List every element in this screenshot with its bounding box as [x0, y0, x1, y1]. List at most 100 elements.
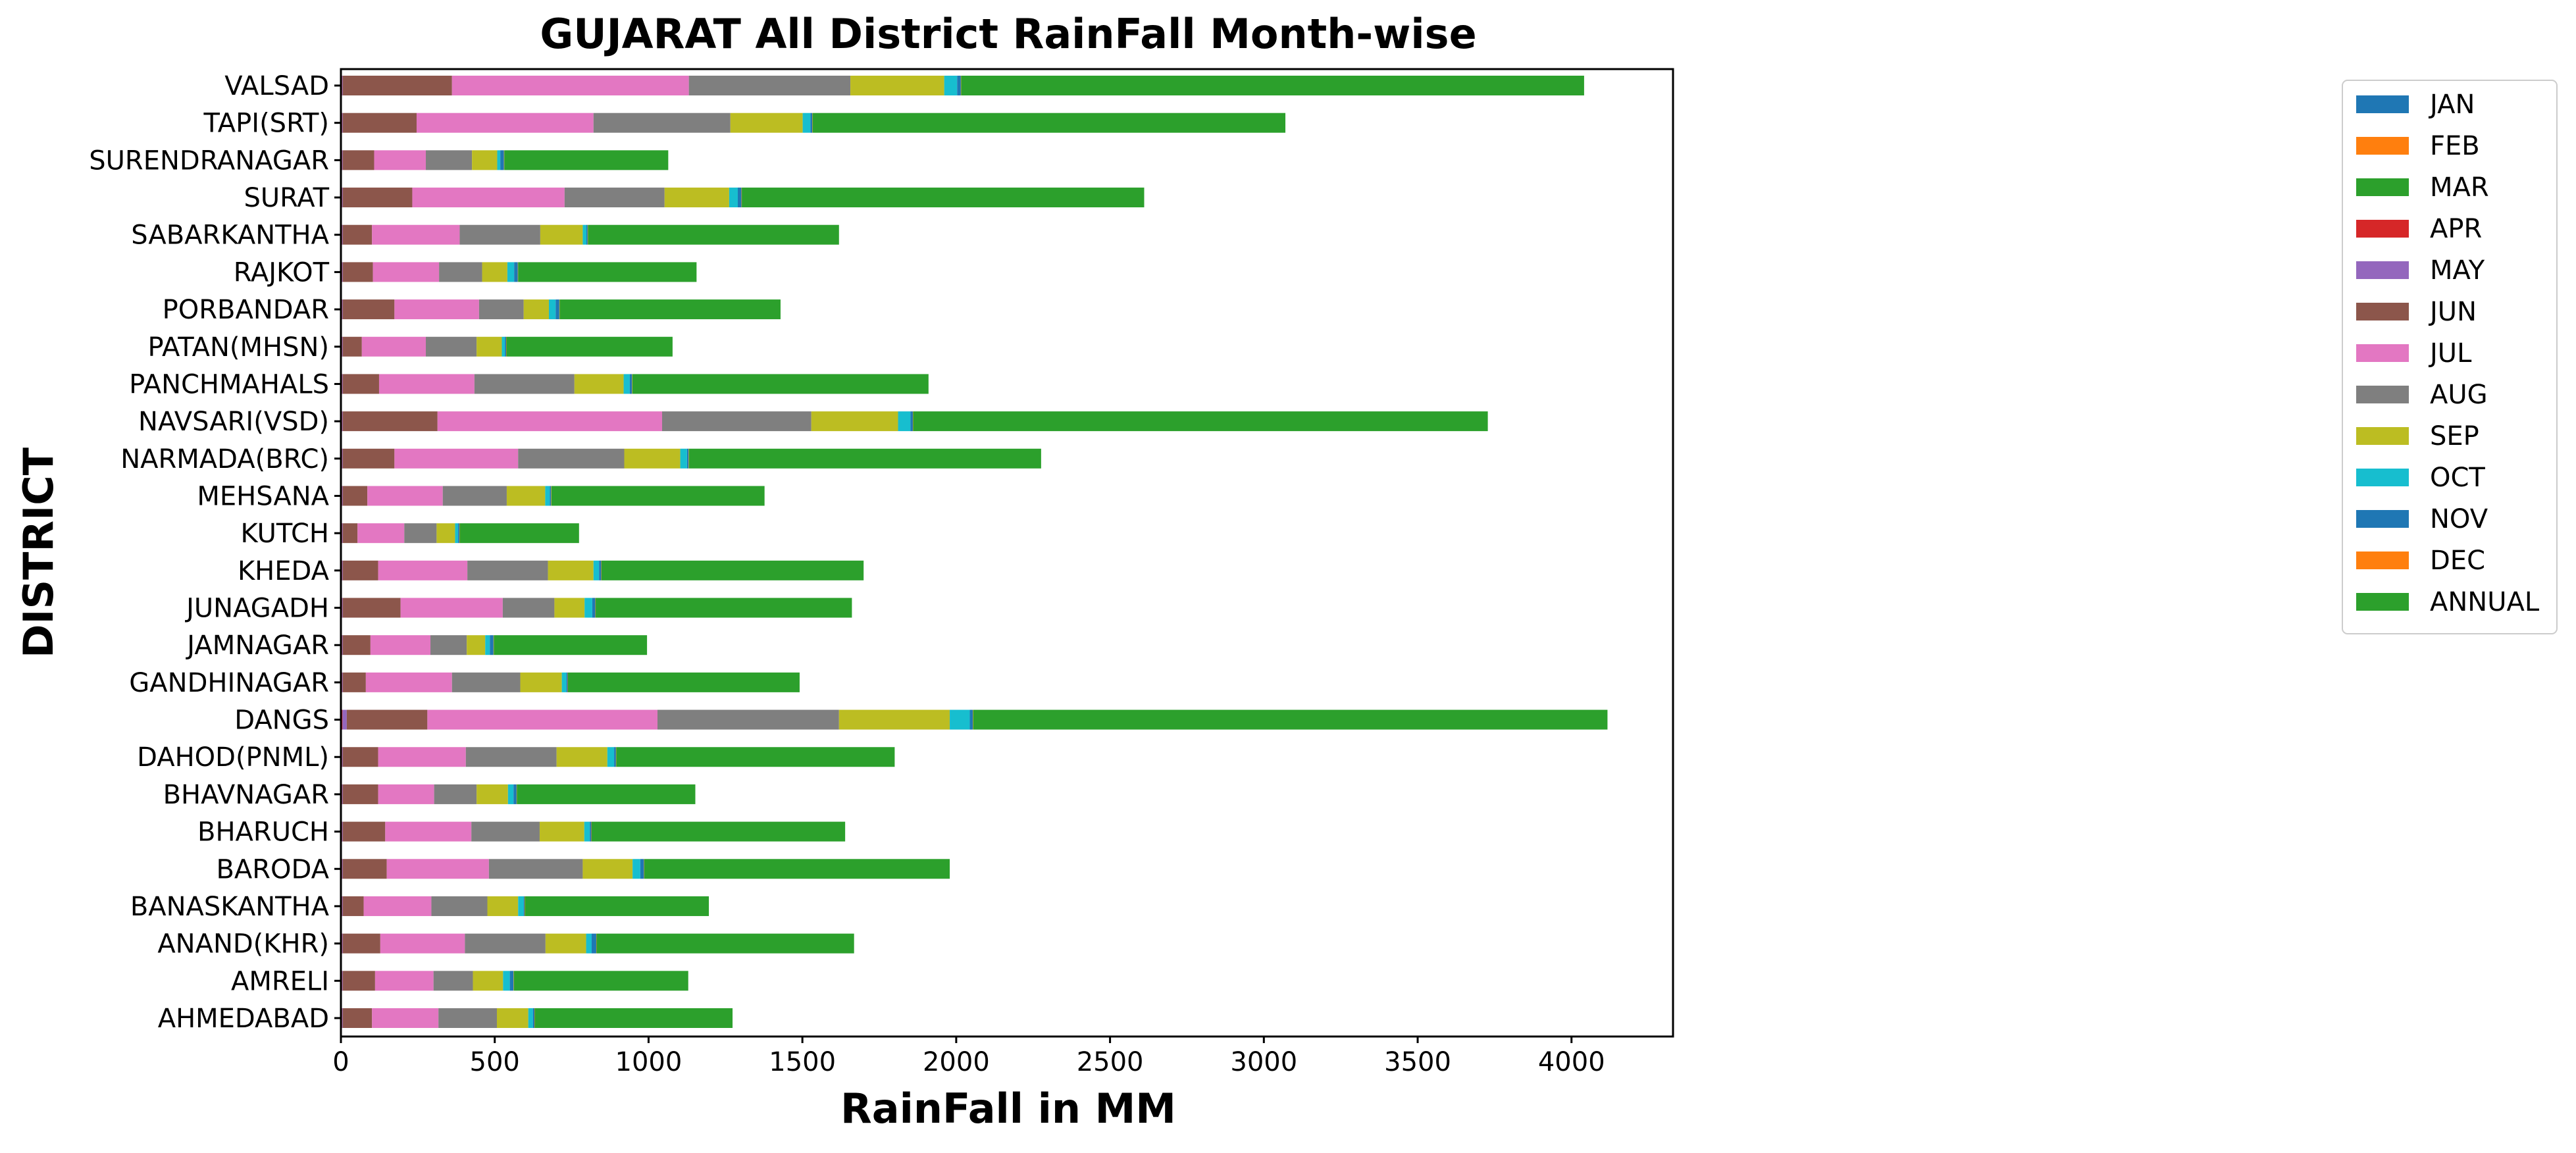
bar-segment-aug-surat	[564, 188, 665, 208]
bar-segment-oct-narmada-brc-	[680, 448, 687, 469]
bar-segment-annual-patan-mhsn-	[506, 336, 673, 357]
legend: JAN FEB MAR APR MAY JUN JUL AUG SEP OCT NOV DEC ANNU…	[2342, 80, 2558, 634]
bar-segment-sep-banaskantha	[487, 896, 519, 916]
bar-segment-annual-banaskantha	[525, 896, 709, 916]
bar-segment-annual-gandhinagar	[567, 672, 800, 692]
bar-segment-may-rajkot	[342, 262, 343, 282]
bar-segment-aug-jamnagar	[430, 635, 467, 655]
bar-segment-jul-kutch	[357, 523, 405, 544]
bar-segment-nov-porbandar	[555, 299, 559, 320]
bar-segment-may-sabarkantha	[342, 224, 343, 245]
legend-label-dec: DEC	[2430, 546, 2485, 576]
bar-segment-jul-panchmahals	[378, 374, 475, 394]
bar-segment-oct-gandhinagar	[561, 672, 567, 692]
bar-segment-aug-kheda	[467, 560, 548, 580]
bar-segment-nov-amreli	[509, 971, 514, 991]
bar-segment-jul-ahmedabad	[372, 1008, 439, 1028]
y-tick-label: RAJKOT	[234, 257, 330, 288]
bar-segment-jun-anand-khr-	[342, 933, 380, 954]
bar-segment-jul-dahod-pnml-	[378, 747, 466, 767]
y-tick-label: GANDHINAGAR	[129, 668, 329, 698]
chart-title: GUJARAT All District RainFall Month-wise	[540, 10, 1476, 58]
y-ticks: AHMEDABAD AMRELI ANAND(KHR) BANASKANTHA BARO…	[89, 71, 341, 1034]
bar-segment-may-surendranagar	[342, 150, 343, 170]
bar-segment-jun-kutch	[342, 523, 358, 544]
bar-segment-jun-surat	[342, 188, 413, 208]
bar-segment-annual-porbandar	[559, 299, 781, 320]
bar-segment-jun-sabarkantha	[342, 224, 373, 245]
bar-segment-may-patan-mhsn-	[342, 336, 343, 357]
bar-segment-jun-ahmedabad	[342, 1008, 373, 1028]
bar-segment-jul-baroda	[386, 859, 489, 879]
bar-segment-oct-sabarkantha	[582, 224, 587, 245]
bar-segment-annual-tapi-srt-	[812, 113, 1286, 133]
bar-segment-oct-ahmedabad	[528, 1008, 533, 1028]
bar-segment-sep-ahmedabad	[496, 1008, 528, 1028]
bar-segment-oct-bhavnagar	[507, 784, 514, 804]
plot-frame	[340, 68, 1674, 1038]
bar-segment-aug-sabarkantha	[459, 224, 540, 245]
bar-segment-jul-anand-khr-	[380, 933, 465, 954]
bar-segment-oct-kheda	[593, 560, 600, 580]
bar-segment-may-porbandar	[342, 299, 343, 320]
bar-segment-may-bharuch	[342, 821, 343, 842]
bar-segment-jun-dangs	[346, 709, 428, 730]
bar-segment-sep-surendranagar	[472, 150, 498, 170]
bar-segment-nov-jamnagar	[490, 635, 494, 655]
bar-segment-jun-dahod-pnml-	[342, 747, 378, 767]
bar-segment-jul-junagadh	[400, 598, 503, 618]
y-tick-label: SURAT	[244, 183, 329, 213]
y-tick-label: PANCHMAHALS	[129, 369, 329, 399]
bar-segment-sep-gandhinagar	[520, 672, 562, 692]
bar-segment-jul-porbandar	[394, 299, 479, 320]
bar-segment-nov-rajkot	[514, 262, 518, 282]
bar-segment-sep-navsari-vsd-	[811, 411, 898, 432]
y-tick-label: ANAND(KHR)	[157, 929, 329, 960]
bar-segment-oct-dangs	[950, 709, 970, 730]
bar-segment-nov-junagadh	[592, 598, 596, 618]
bar-segment-annual-kheda	[601, 560, 864, 580]
bar-segment-may-banaskantha	[342, 896, 343, 916]
y-tick-label: PATAN(MHSN)	[147, 332, 329, 363]
bar-segment-oct-amreli	[503, 971, 510, 991]
bar-segment-oct-panchmahals	[623, 374, 630, 394]
bar-segment-oct-anand-khr-	[586, 933, 592, 954]
x-ticks: 0 500 1000 1500 2000 2500 3000 3500 4000	[332, 1037, 1605, 1077]
bar-segment-may-navsari-vsd-	[342, 411, 343, 432]
y-tick-label: BHARUCH	[197, 817, 329, 848]
x-axis-title: RainFall in MM	[840, 1085, 1176, 1133]
bar-segment-oct-rajkot	[507, 262, 515, 282]
bar-segment-aug-tapi-srt-	[593, 113, 731, 133]
y-tick-label: DAHOD(PNML)	[137, 742, 329, 773]
bar-segment-nov-navsari-vsd-	[910, 411, 913, 432]
bar-segment-nov-valsad	[957, 76, 961, 95]
bar-segment-may-kutch	[342, 523, 343, 544]
y-tick-label: MEHSANA	[197, 481, 329, 511]
bar-segment-sep-anand-khr-	[545, 933, 586, 954]
bar-segment-aug-porbandar	[478, 299, 524, 320]
bar-segment-nov-kutch	[458, 523, 459, 544]
bar-segment-may-baroda	[342, 859, 343, 879]
bar-segment-sep-kheda	[548, 560, 594, 580]
bar-segment-jun-jamnagar	[342, 635, 371, 655]
bar-segment-annual-bhavnagar	[517, 784, 696, 804]
bar-segment-jul-navsari-vsd-	[437, 411, 663, 432]
bar-segment-nov-tapi-srt-	[810, 113, 813, 133]
bar-segment-jun-banaskantha	[342, 896, 364, 916]
bar-segment-jun-baroda	[342, 859, 387, 879]
legend-swatch-aug	[2356, 386, 2409, 403]
bar-segment-sep-amreli	[473, 971, 503, 991]
bar-segment-jul-surat	[412, 188, 565, 208]
bar-segment-nov-narmada-brc-	[686, 448, 689, 469]
bar-segment-sep-panchmahals	[574, 374, 624, 394]
legend-swatch-dec	[2356, 551, 2409, 569]
bar-segment-aug-dahod-pnml-	[465, 747, 557, 767]
legend-swatch-oct	[2356, 469, 2409, 486]
bar-segment-oct-kutch	[455, 523, 459, 544]
bar-segment-annual-bharuch	[591, 821, 846, 842]
bar-segment-sep-surat	[664, 188, 729, 208]
bar-segment-nov-dahod-pnml-	[614, 747, 616, 767]
legend-label-sep: SEP	[2430, 421, 2479, 451]
bar-segment-aug-amreli	[433, 971, 473, 991]
legend-swatch-apr	[2356, 220, 2409, 238]
